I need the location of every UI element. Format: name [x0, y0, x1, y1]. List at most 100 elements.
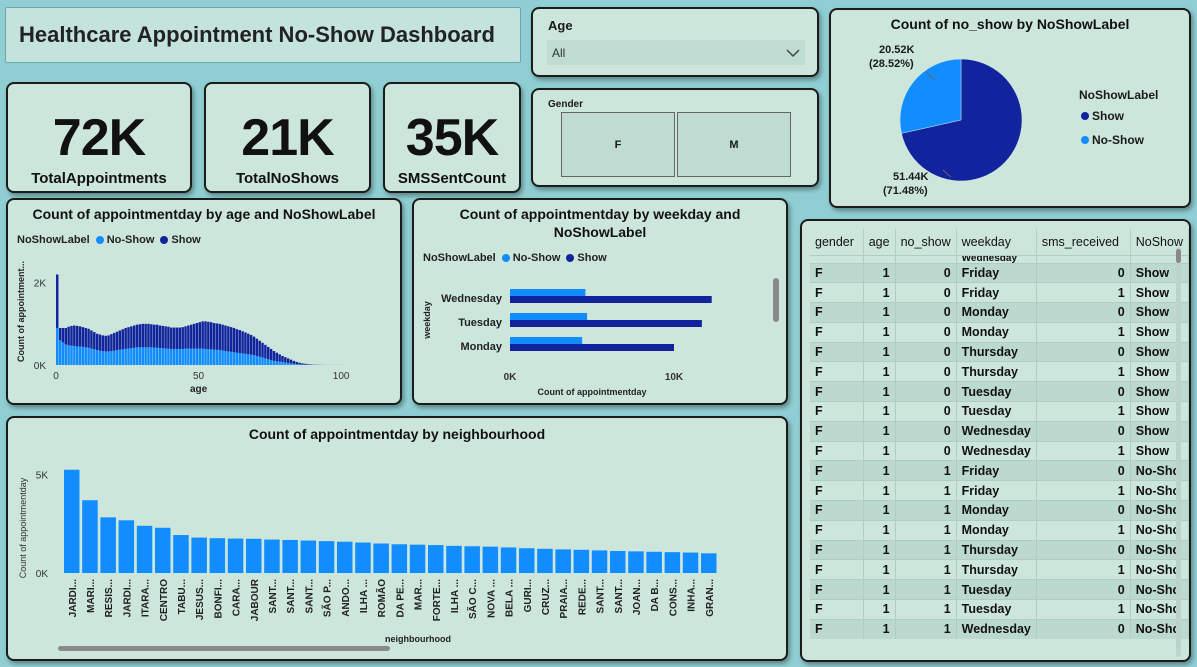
- table-column-header[interactable]: no_show: [895, 229, 957, 255]
- age-bar-show: [164, 326, 167, 349]
- weekday-tick: Tuesday: [458, 317, 503, 329]
- table-cell: Show: [1130, 401, 1189, 422]
- table-row[interactable]: F 1 0 Friday 1 Show: [810, 282, 1189, 303]
- table-row[interactable]: F 1 0 Thursday 0 Show: [810, 341, 1189, 362]
- table-row[interactable]: F 1 1 Monday 0 No-Sho: [810, 500, 1189, 521]
- age-bar-show: [175, 327, 179, 349]
- gender-option-f[interactable]: F: [561, 112, 675, 177]
- table-cell: 1: [863, 302, 896, 323]
- table-row[interactable]: F 1 0 Monday 0 Show: [810, 302, 1189, 323]
- neighbourhood-chart: JARDI... MARI... RESIS... JARDI... ITARA... C…: [18, 469, 717, 644]
- table-cell: Thursday: [956, 341, 1037, 362]
- age-bar-noshow: [90, 348, 93, 365]
- table-row[interactable]: F 1 1 Thursday 1 No-Sho: [810, 559, 1189, 580]
- table-cell: 1: [863, 361, 896, 382]
- table-row[interactable]: F 1 0 Friday 0 Show: [810, 262, 1189, 283]
- kpi-sms-sent: 35K SMSSentCount: [383, 82, 521, 193]
- table-cell: 0: [895, 282, 957, 303]
- table-row[interactable]: F 1 1 Thursday 0 No-Sho: [810, 539, 1189, 560]
- weekday-chart-title-line2: NoShowLabel: [553, 224, 647, 240]
- table-cell: 0: [895, 262, 957, 283]
- table-cell: 1: [863, 381, 896, 402]
- age-bar-show: [267, 346, 270, 360]
- dashboard-title-card: Healthcare Appointment No-Show Dashboard: [5, 7, 521, 63]
- gender-option-label: F: [614, 138, 622, 151]
- age-bar-noshow: [135, 347, 139, 365]
- age-bar-show: [295, 361, 298, 365]
- table-cell: 1: [895, 559, 957, 580]
- age-bar-noshow: [141, 347, 144, 365]
- age-slicer-label: Age: [548, 18, 573, 33]
- table-column-header[interactable]: weekday: [956, 229, 1037, 255]
- neighbourhood-bar: [246, 538, 262, 573]
- legend-label: Show: [171, 234, 201, 246]
- weekday-chart-scrollbar[interactable]: [773, 278, 779, 322]
- neighbourhood-bar: [391, 544, 408, 573]
- age-bar-noshow: [78, 346, 82, 365]
- table-cell: Thursday: [956, 559, 1037, 580]
- age-dropdown[interactable]: All: [547, 40, 805, 65]
- age-bar-show: [84, 327, 87, 348]
- table-cell: 1: [863, 519, 896, 541]
- table-cell: [1130, 254, 1189, 263]
- table-scrollbar-thumb[interactable]: [1176, 249, 1181, 263]
- neighbourhood-tick: DA B...: [650, 579, 661, 612]
- table-row[interactable]: F 1 0 Wednesday 1 Show: [810, 440, 1189, 461]
- table-cell: 0: [895, 302, 957, 323]
- age-bar-show: [181, 327, 184, 349]
- kpi-total-appointments: 72K TotalAppointments: [6, 82, 192, 193]
- table-cell: Monday: [956, 500, 1037, 521]
- table-row[interactable]: F 1 1 Tuesday 1 No-Sho: [810, 599, 1189, 620]
- kpi-label: SMSSentCount: [397, 170, 507, 187]
- table-cell: No-Sho: [1130, 539, 1189, 560]
- table-column-header[interactable]: age: [863, 229, 896, 255]
- age-bar-noshow: [198, 348, 202, 365]
- table-cell: 1: [863, 440, 896, 461]
- table-row[interactable]: F 1 0 Wednesday 0 Show: [810, 420, 1189, 442]
- age-bar-show: [78, 326, 82, 347]
- gender-option-m[interactable]: M: [677, 112, 791, 177]
- age-x-label: age: [190, 384, 208, 395]
- table-row[interactable]: F 1 1 Tuesday 0 No-Sho: [810, 579, 1189, 600]
- table-row[interactable]: F 1 0 Tuesday 1 Show: [810, 401, 1189, 422]
- table-row[interactable]: F 1 1 Friday 1 No-Sho: [810, 480, 1189, 501]
- weekday-bar-noshow: [510, 289, 586, 296]
- table-row[interactable]: F 1 1 Wednesday 0 No-Sho: [810, 618, 1189, 640]
- table-cell: 1: [895, 618, 957, 640]
- age-bar-noshow: [267, 359, 270, 365]
- table-column-header[interactable]: sms_received: [1036, 229, 1131, 255]
- age-bar-noshow: [229, 351, 233, 365]
- kpi-label: TotalNoShows: [235, 170, 340, 187]
- legend-label: No-Show: [1092, 133, 1144, 147]
- age-bar-show: [286, 358, 290, 363]
- neighbourhood-tick: MARI...: [86, 579, 97, 613]
- table-row[interactable]: F 1 1 Friday 0 No-Sho: [810, 460, 1189, 481]
- table-cell: 1: [1036, 282, 1131, 303]
- neighbourhood-tick: SÃO P...: [321, 579, 334, 617]
- table-row[interactable]: Wednesday: [810, 254, 1189, 263]
- age-bar-show: [113, 332, 116, 351]
- neighbourhood-chart-scrollbar[interactable]: [58, 646, 390, 651]
- age-bar-noshow: [172, 348, 176, 365]
- neighbourhood-bar: [227, 538, 244, 573]
- table-row[interactable]: F 1 0 Tuesday 0 Show: [810, 381, 1189, 402]
- table-scrollbar[interactable]: [1176, 247, 1181, 657]
- age-bar-show: [184, 326, 187, 349]
- pie-label-noshow-pct: (28.52%): [869, 58, 914, 70]
- table-row[interactable]: F 1 1 Monday 1 No-Sho: [810, 519, 1189, 541]
- age-bar-noshow: [113, 350, 116, 365]
- neighbourhood-tick: MAR...: [414, 579, 425, 610]
- table-cell: 1: [863, 599, 896, 620]
- table-row[interactable]: F 1 0 Thursday 1 Show: [810, 361, 1189, 382]
- table-column-header[interactable]: gender: [810, 229, 864, 255]
- table-cell: 1: [1036, 321, 1131, 343]
- table-cell: F: [810, 500, 864, 521]
- neighbourhood-bar: [591, 550, 608, 573]
- table-cell: F: [810, 539, 864, 560]
- age-bar-show: [227, 326, 230, 352]
- table-cell: F: [810, 559, 864, 580]
- neighbourhood-bar: [482, 546, 499, 573]
- table-cell: F: [810, 321, 864, 343]
- table-row[interactable]: F 1 0 Monday 1 Show: [810, 321, 1189, 343]
- age-bar-noshow: [152, 347, 156, 365]
